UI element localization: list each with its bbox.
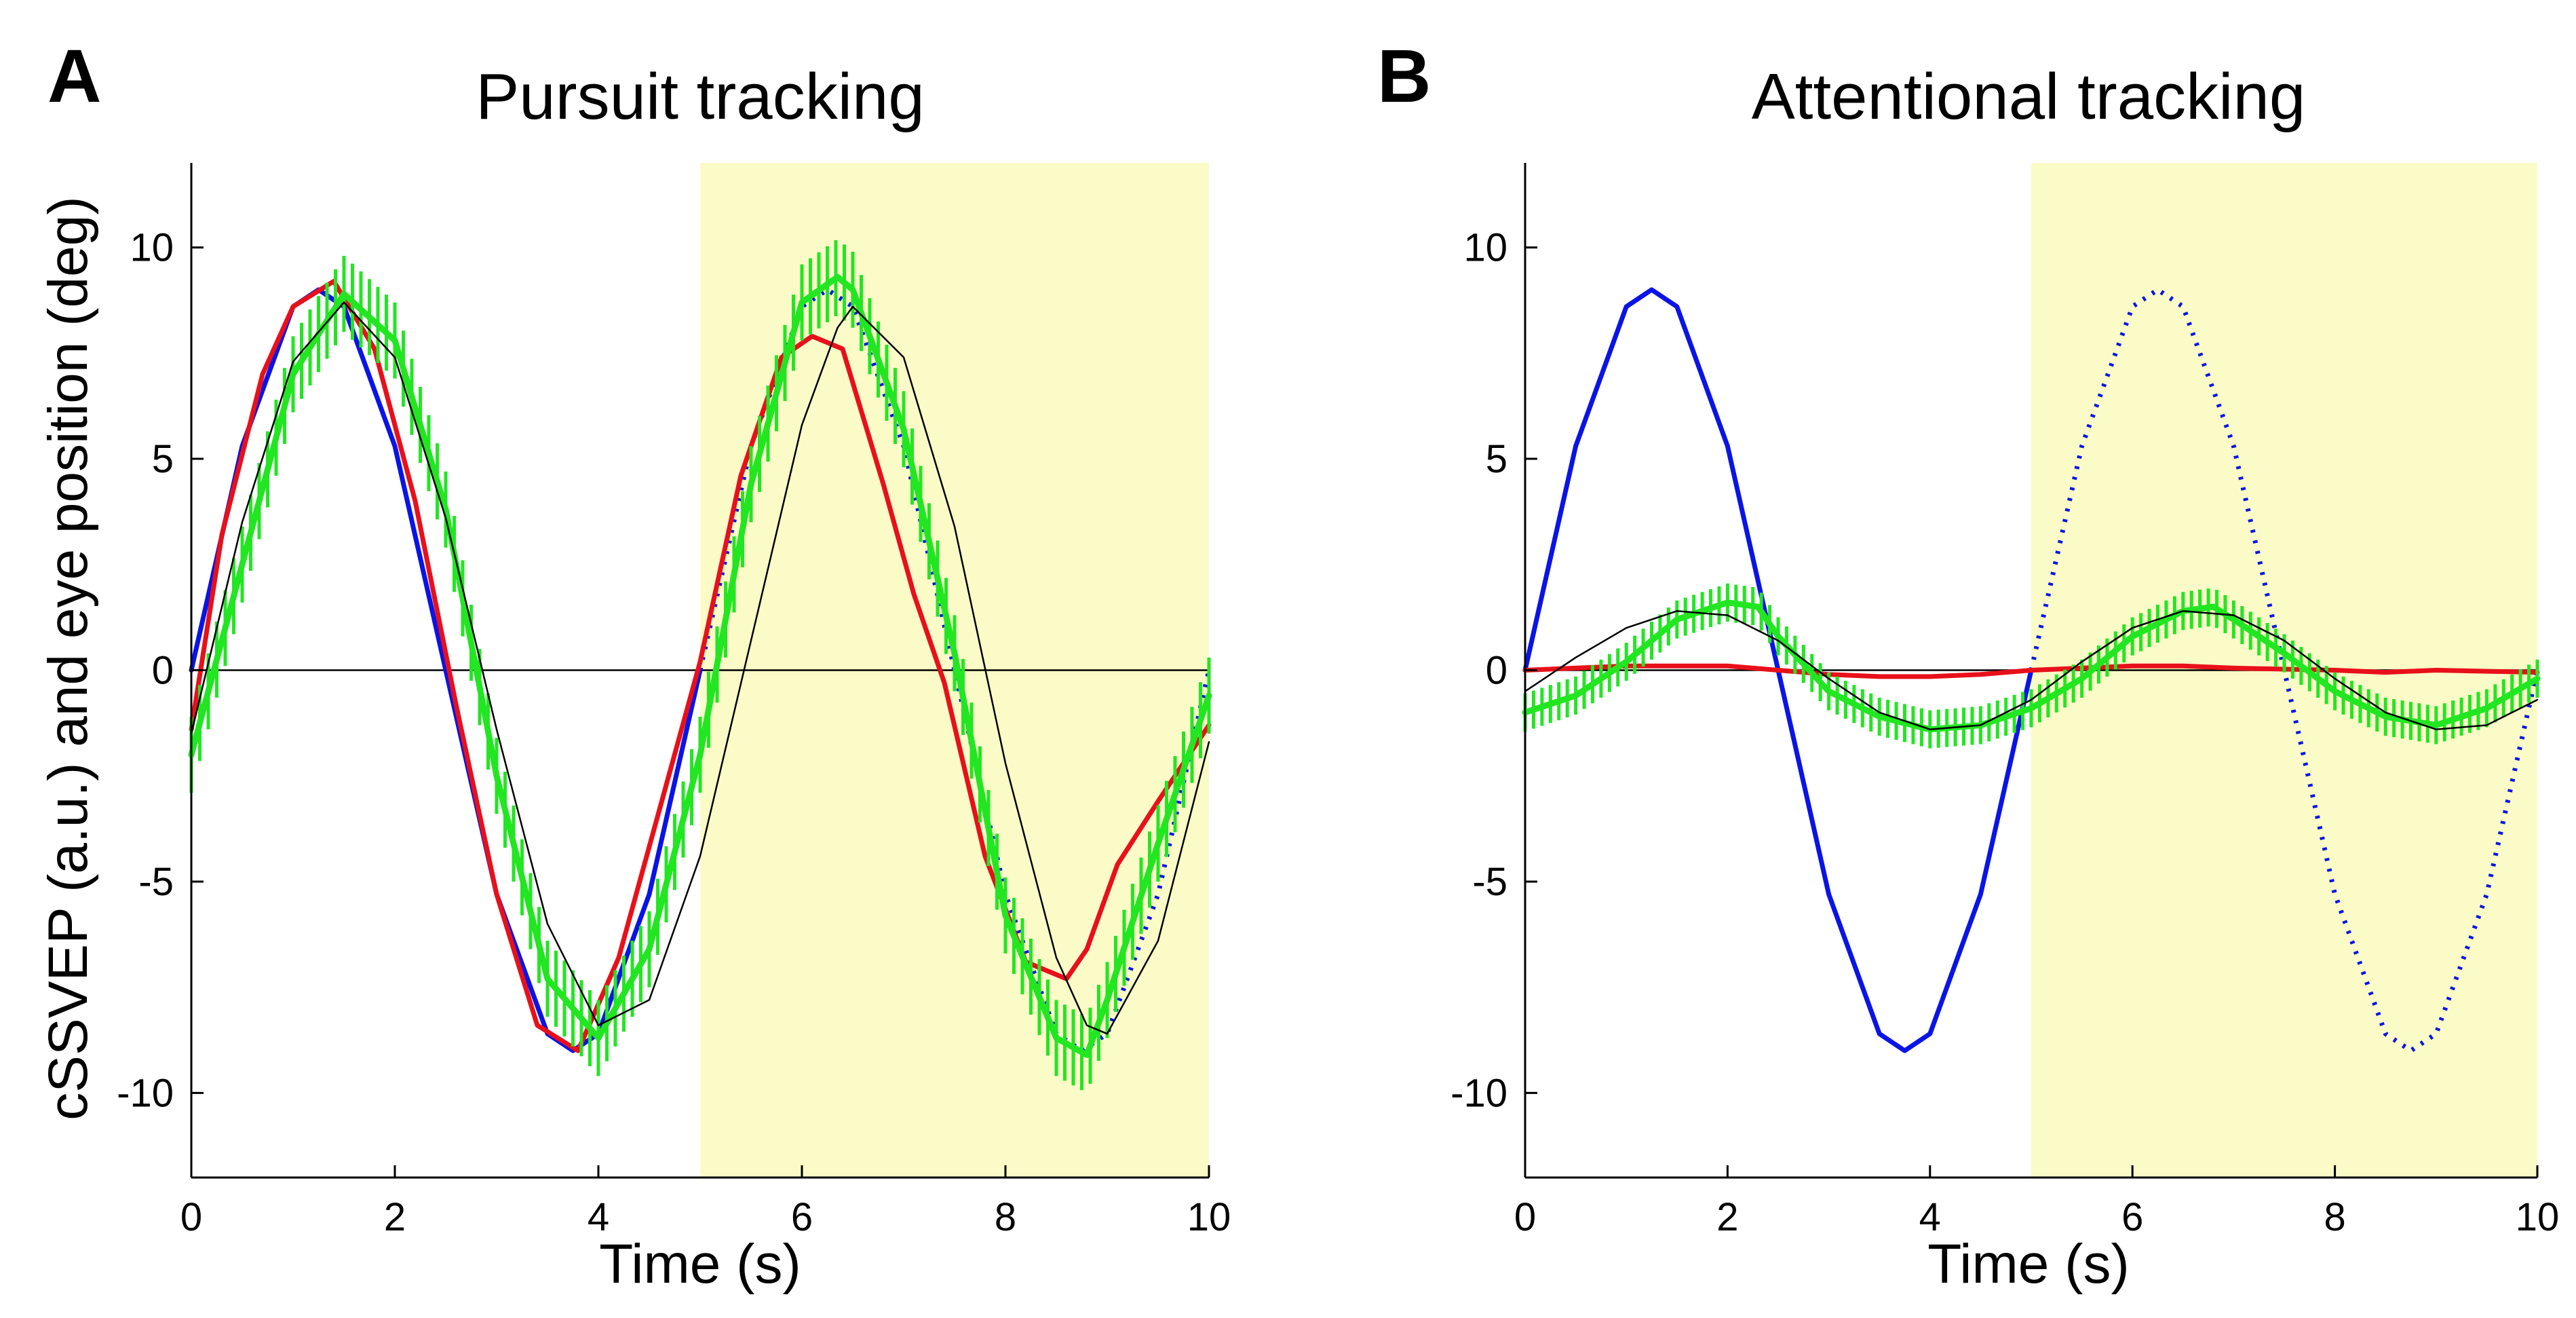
panel-b-y-tick-label: 5: [1486, 437, 1507, 481]
panel-b-y-tick-label: -5: [1472, 860, 1507, 904]
panel-a-y-axis-label: cSSVEP (a.u.) and eye position (deg): [37, 196, 99, 1120]
panel-b-x-tick-label: 10: [2516, 1195, 2560, 1239]
panel-a-series-cssvep-mean-with-error-bars-line: [188, 274, 1212, 1058]
panel-a-series-sinusoidal-fit-line: [190, 301, 1210, 1035]
panel-b-y-tick-label: 10: [1463, 226, 1507, 270]
panel-b-x-tick-label: 8: [2324, 1195, 2345, 1239]
panel-a-y-tick-label: 0: [152, 649, 174, 693]
panel-a-x-tick-label: 10: [1187, 1195, 1231, 1239]
panel-a-title: Pursuit tracking: [476, 60, 925, 133]
panel-a-plot-area: 0 2 4 6 8 10 -10 -5 0 5 10: [117, 163, 1231, 1239]
panel-a-letter: A: [47, 35, 101, 118]
panel-a-y-tick-label: -5: [138, 860, 174, 904]
panel-b-y-tick-label: -10: [1450, 1071, 1507, 1115]
panel-a-x-tick-label: 0: [180, 1195, 202, 1239]
panel-a-y-tick-label: 5: [152, 437, 174, 481]
panel-b-x-tick-label: 4: [1919, 1195, 1941, 1239]
panel-b-x-axis-label: Time (s): [1927, 1233, 2130, 1295]
panel-b-series-sinusoidal-fit-line: [1524, 610, 2539, 730]
panel-a-y-tick-label: -10: [117, 1071, 174, 1115]
panel-a-x-tick-label: 6: [791, 1195, 813, 1239]
panel-a-y-tick-label: 10: [130, 226, 174, 270]
panel-a-x-tick-label: 8: [995, 1195, 1016, 1239]
panel-b: B Attentional tracking Time (s) 0 2 4 6 8 10 -…: [1377, 35, 2559, 1295]
panel-b-x-tick-label: 6: [2121, 1195, 2143, 1239]
panel-b-letter: B: [1377, 35, 1431, 118]
panel-a: A Pursuit tracking Time (s) cSSVEP (a.u.…: [37, 35, 1231, 1295]
panel-a-x-axis-label: Time (s): [599, 1233, 801, 1295]
panel-b-y-tick-label: 0: [1486, 649, 1507, 693]
panel-b-plot-area: 0 2 4 6 8 10 -10 -5 0 5 10: [1450, 163, 2559, 1239]
panel-b-series-eye-position-line: [1522, 663, 2540, 679]
panel-b-title: Attentional tracking: [1752, 60, 2305, 133]
panel-b-series-cssvep-mean-with-error-bars-line: [1522, 599, 2541, 733]
panel-b-x-tick-label: 2: [1716, 1195, 1738, 1239]
panel-a-x-tick-label: 4: [588, 1195, 609, 1239]
panel-a-x-tick-label: 2: [384, 1195, 406, 1239]
panel-b-x-tick-label: 0: [1514, 1195, 1536, 1239]
